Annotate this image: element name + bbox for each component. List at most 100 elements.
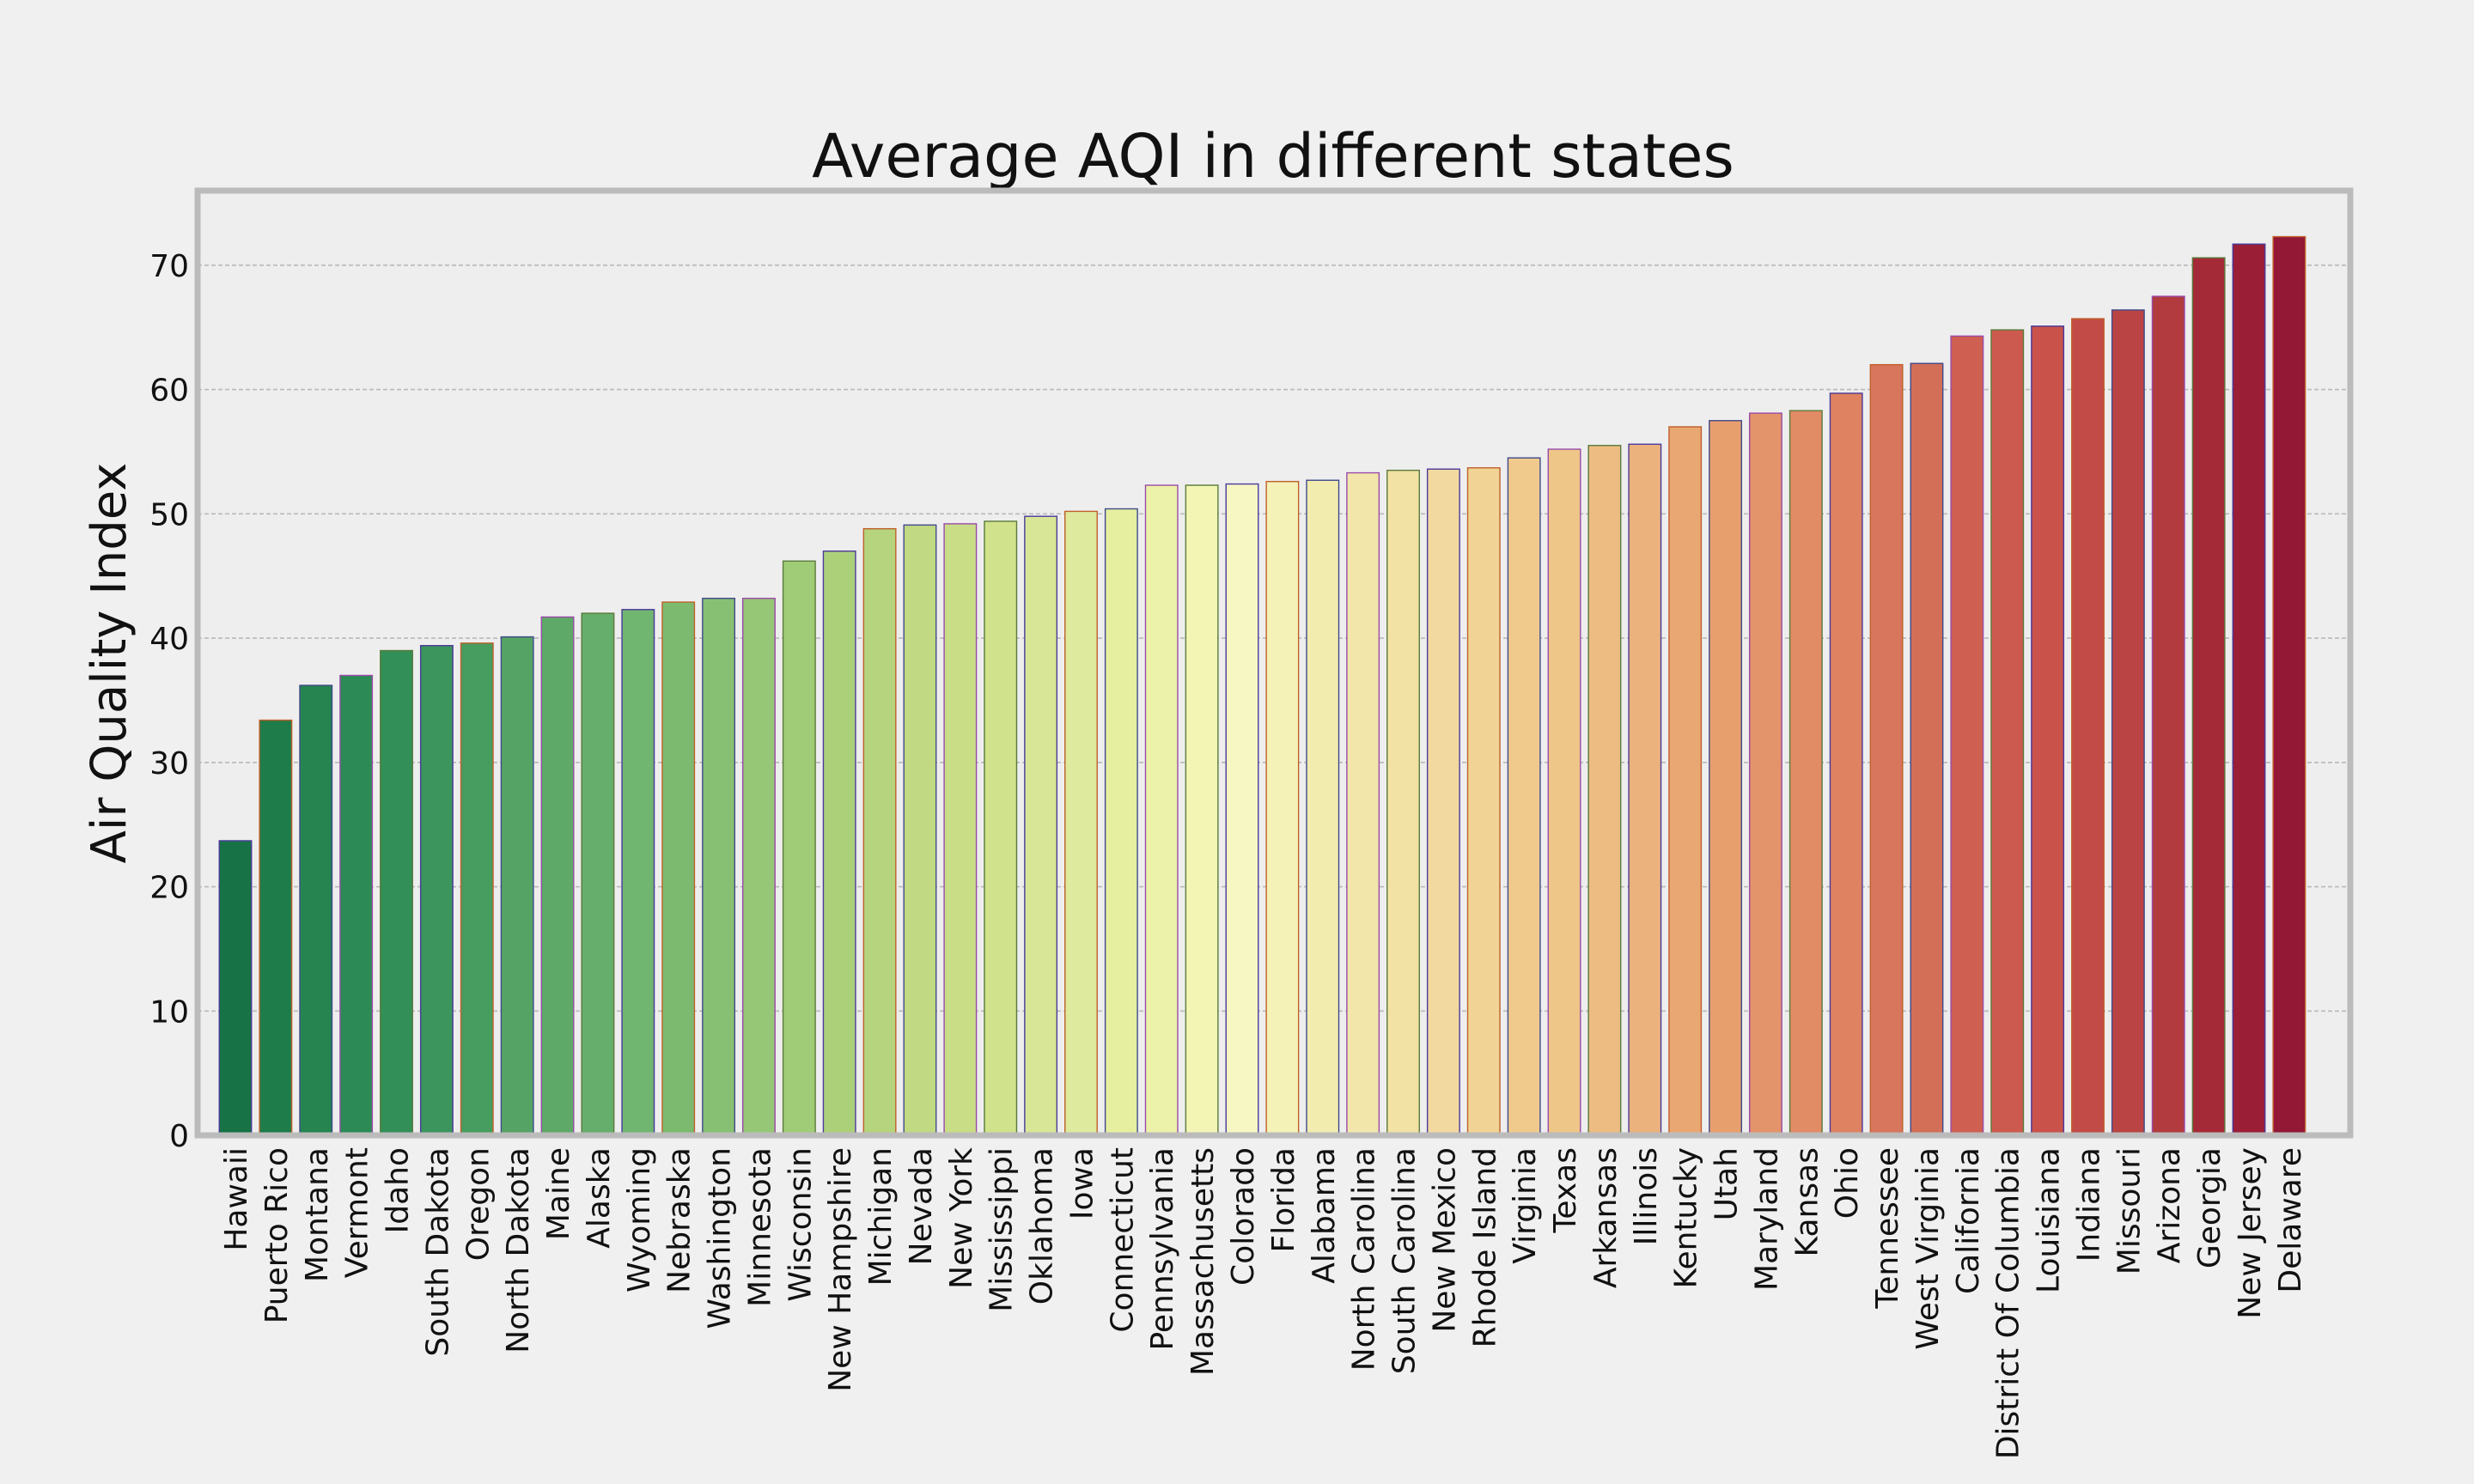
bar — [419, 645, 454, 1136]
y-tick-label: 60 — [149, 374, 189, 409]
bar — [822, 550, 856, 1136]
x-tick-label: Louisiana — [2032, 1147, 2067, 1293]
x-tick-label: Massachusetts — [1185, 1147, 1221, 1376]
x-tick-label: Washington — [703, 1147, 738, 1329]
bar — [1829, 392, 1863, 1136]
bar — [218, 840, 253, 1136]
bar — [741, 598, 776, 1136]
bar — [1346, 471, 1380, 1136]
chart-title: Average AQI in different states — [812, 121, 1734, 192]
bar — [2071, 318, 2105, 1136]
bar — [1748, 412, 1782, 1136]
x-tick-label: Arizona — [2152, 1147, 2187, 1263]
bar — [1869, 363, 1904, 1136]
y-tick-label: 70 — [149, 249, 189, 284]
x-tick-label: Alaska — [582, 1147, 617, 1249]
y-tick-label: 20 — [149, 871, 189, 906]
x-tick-label: Rhode Island — [1467, 1147, 1502, 1347]
bar — [2232, 243, 2266, 1136]
x-tick-label: Puerto Rico — [259, 1147, 295, 1323]
bar — [1265, 480, 1300, 1136]
bar — [1990, 329, 2025, 1136]
bar — [1547, 448, 1581, 1136]
x-tick-label: Arkansas — [1588, 1147, 1624, 1288]
x-tick-label: New Hampshire — [823, 1147, 858, 1392]
x-tick-label: Oregon — [460, 1147, 496, 1261]
bar — [1426, 468, 1460, 1136]
bar — [984, 520, 1018, 1136]
y-tick-label: 0 — [169, 1119, 189, 1154]
x-tick-label: South Dakota — [420, 1147, 455, 1357]
x-tick-label: Montana — [300, 1147, 335, 1282]
x-tick-label: North Carolina — [1347, 1147, 1382, 1371]
x-tick-label: Ohio — [1830, 1147, 1865, 1219]
x-tick-label: Kansas — [1789, 1147, 1825, 1256]
bars — [218, 235, 2306, 1136]
bar — [903, 524, 937, 1136]
y-tick-label: 50 — [149, 497, 189, 532]
bar — [500, 636, 534, 1136]
bar — [2191, 257, 2226, 1136]
x-tick-label: Minnesota — [742, 1147, 777, 1307]
bar — [2031, 325, 2065, 1136]
x-tick-label: New Jersey — [2233, 1147, 2268, 1319]
bar — [943, 523, 978, 1136]
x-tick-label: Vermont — [340, 1147, 375, 1278]
x-tick-label: South Carolina — [1387, 1147, 1423, 1374]
x-tick-label: Illinois — [1629, 1147, 1664, 1245]
x-tick-label: Iowa — [1064, 1147, 1100, 1219]
bar — [621, 609, 655, 1136]
y-tick-label: 30 — [149, 746, 189, 782]
bar — [299, 684, 333, 1136]
x-tick-label: Tennessee — [1870, 1147, 1905, 1310]
x-tick-label: California — [1951, 1147, 1986, 1294]
x-tick-label: Hawaii — [219, 1147, 254, 1251]
x-tick-label: Maryland — [1749, 1147, 1784, 1291]
bar — [540, 616, 575, 1136]
bar — [1910, 362, 1944, 1136]
x-tick-label: North Dakota — [501, 1147, 536, 1353]
x-tick-label: Maine — [541, 1147, 576, 1240]
bar — [1024, 515, 1058, 1136]
bar — [1788, 410, 1823, 1136]
bar — [1709, 420, 1743, 1136]
x-tick-label: Missouri — [2111, 1147, 2147, 1274]
bar — [1306, 479, 1340, 1136]
y-axis-label: Air Quality Index — [82, 463, 137, 864]
x-tick-label: Colorado — [1226, 1147, 1261, 1286]
x-tick-label: Wisconsin — [783, 1147, 818, 1302]
bar — [1225, 483, 1259, 1136]
bar — [380, 649, 413, 1136]
x-tick-label: Nevada — [904, 1147, 939, 1265]
x-tick-label: Kentucky — [1669, 1147, 1704, 1288]
x-tick-labels: Hawaii Puerto Rico Montana Vermont Idaho Sout… — [219, 1147, 2308, 1459]
bar — [460, 642, 494, 1136]
x-tick-label: Texas — [1548, 1147, 1583, 1234]
bar — [661, 601, 696, 1136]
bar — [1466, 467, 1501, 1136]
x-tick-label: District Of Columbia — [1991, 1147, 2026, 1459]
bar — [1628, 443, 1662, 1136]
bar — [2111, 309, 2145, 1136]
bar — [2151, 295, 2185, 1136]
bar — [1507, 457, 1541, 1136]
bar — [1950, 335, 1984, 1136]
bar — [1064, 510, 1098, 1136]
x-tick-label: Pennsylvania — [1145, 1147, 1180, 1351]
bar — [862, 527, 897, 1136]
bar — [1144, 484, 1179, 1136]
plot-frame — [194, 187, 2354, 1139]
x-tick-label: Indiana — [2071, 1147, 2106, 1262]
y-tick-label: 10 — [149, 994, 189, 1030]
bar — [1587, 445, 1622, 1136]
x-tick-label: Connecticut — [1105, 1147, 1140, 1333]
x-tick-label: Nebraska — [662, 1147, 698, 1293]
x-tick-label: Oklahoma — [1025, 1147, 1060, 1305]
x-tick-label: Idaho — [381, 1147, 416, 1233]
x-tick-label: West Virginia — [1910, 1147, 1946, 1350]
bar — [581, 612, 615, 1136]
bar — [1185, 484, 1219, 1136]
bar — [259, 719, 293, 1136]
x-tick-label: Virginia — [1508, 1147, 1543, 1264]
